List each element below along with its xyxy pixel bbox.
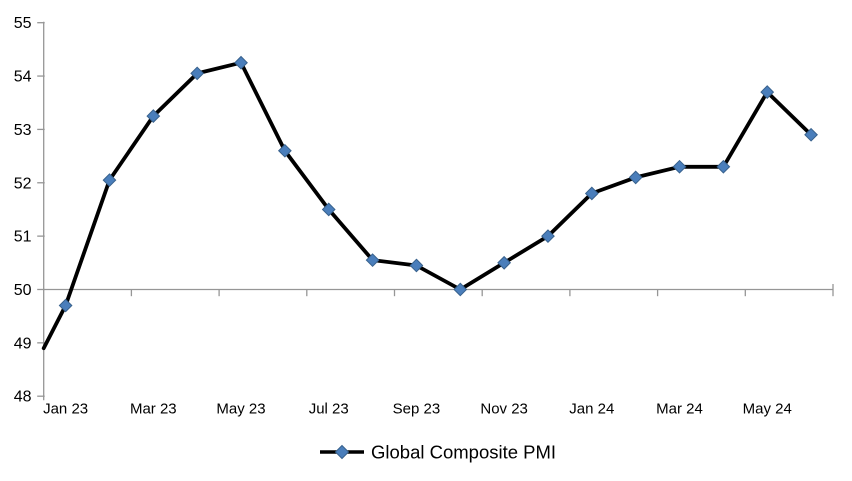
legend-label: Global Composite PMI xyxy=(371,442,556,463)
y-axis-tick-label: 54 xyxy=(14,69,32,86)
data-point-marker-jun-23[interactable] xyxy=(277,143,292,158)
x-axis-tick-label: Jul 23 xyxy=(309,401,349,418)
y-axis-tick-label: 48 xyxy=(14,389,32,406)
legend-marker-diamond-icon xyxy=(334,444,350,460)
data-point-marker-feb-23[interactable] xyxy=(102,173,117,188)
x-axis-tick-label: Nov 23 xyxy=(480,401,528,418)
x-axis-tick-label: Mar 24 xyxy=(656,401,703,418)
data-point-marker-jul-23[interactable] xyxy=(321,202,336,217)
y-axis-tick-label: 55 xyxy=(14,15,32,32)
y-axis-tick-label: 53 xyxy=(14,122,32,139)
data-point-marker-jun-24[interactable] xyxy=(804,127,818,142)
y-axis-tick-label: 52 xyxy=(14,175,32,192)
legend[interactable]: Global Composite PMI xyxy=(320,442,556,463)
y-axis-tick-label: 49 xyxy=(14,335,32,352)
x-axis-tick-label: Sep 23 xyxy=(393,401,441,418)
data-point-marker-may-23[interactable] xyxy=(234,55,248,70)
data-point-marker-aug-23[interactable] xyxy=(365,253,380,268)
data-point-marker-dec-23[interactable] xyxy=(541,229,555,244)
data-point-marker-oct-23[interactable] xyxy=(453,282,468,297)
data-point-marker-mar-23[interactable] xyxy=(146,109,161,123)
pmi-series-path[interactable] xyxy=(41,60,813,351)
data-point-marker-mar-24[interactable] xyxy=(672,159,687,174)
data-point-marker-jan-23[interactable] xyxy=(58,298,73,313)
x-axis-tick-label: May 24 xyxy=(743,401,792,418)
y-axis-tick-label: 50 xyxy=(14,282,32,299)
x-axis-tick-label: Jan 23 xyxy=(43,401,88,418)
data-point-marker-nov-23[interactable] xyxy=(497,255,512,270)
x-axis-tick-label: May 23 xyxy=(216,401,265,418)
data-point-marker-apr-23[interactable] xyxy=(190,66,205,81)
x-axis-tick-label: Jan 24 xyxy=(569,401,614,418)
pmi-line-series xyxy=(41,55,818,351)
data-point-marker-may-24[interactable] xyxy=(760,85,775,99)
axes: 48 49 50 51 52 53 54 55 Jan 23 Mar 23 May 23 Jul 23… xyxy=(14,15,834,418)
x-axis-tick-label: Mar 23 xyxy=(130,401,177,418)
data-point-marker-feb-24[interactable] xyxy=(628,170,643,185)
data-point-marker-jan-24[interactable] xyxy=(584,186,599,201)
data-point-marker-sep-23[interactable] xyxy=(409,258,424,273)
y-axis-tick-label: 51 xyxy=(14,229,32,246)
data-point-marker-apr-24[interactable] xyxy=(716,159,731,174)
